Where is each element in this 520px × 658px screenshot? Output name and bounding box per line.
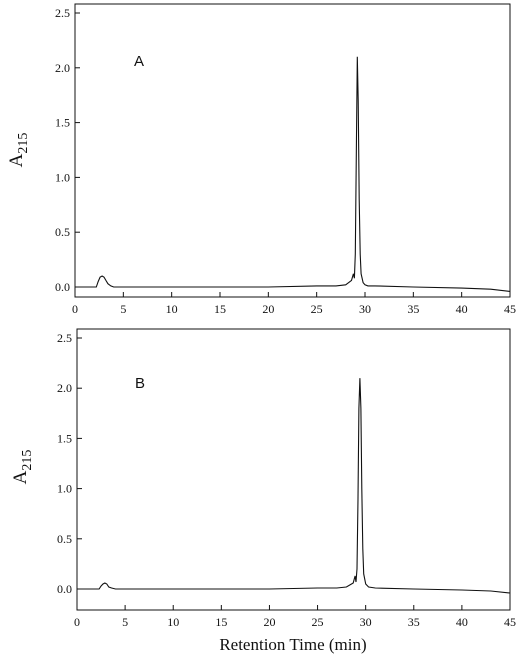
- x-tick-label: 35: [407, 302, 419, 316]
- x-tick-label: 10: [166, 302, 178, 316]
- x-tick-label: 15: [215, 615, 227, 629]
- panel-a-trace: [75, 56, 511, 292]
- svg-text:A215: A215: [10, 450, 35, 485]
- y-tick-label: 1.0: [55, 170, 70, 184]
- y-tick-label: 0.5: [55, 225, 70, 239]
- panel-a-ylabel-sub: 215: [16, 133, 31, 154]
- panel-a: 0.00.51.01.52.02.5 0 5 10 15 20 25 30 35 40 45 A …: [6, 3, 516, 316]
- svg-text:A215: A215: [6, 133, 31, 168]
- panel-b-y-ticks: 0.0 0.5 1.0 1.5 2.0 2.5: [57, 331, 82, 596]
- x-tick-label: 5: [122, 615, 128, 629]
- x-tick-label: 40: [456, 302, 468, 316]
- panel-a-y-axis-label: A215: [6, 133, 31, 168]
- x-tick-label: 0: [72, 302, 78, 316]
- x-tick-label: 20: [262, 302, 274, 316]
- y-tick-label: 1.0: [57, 482, 72, 496]
- y-tick-label: 2.0: [57, 381, 72, 395]
- x-tick-label: 0: [74, 615, 80, 629]
- x-tick-label: 30: [360, 615, 372, 629]
- panel-b-label: B: [135, 375, 145, 392]
- y-tick-label: 2.5: [57, 331, 72, 345]
- panel-b-trace: [77, 378, 511, 594]
- x-tick-label: 15: [214, 302, 226, 316]
- x-tick-label: 20: [263, 615, 275, 629]
- x-tick-label: 40: [456, 615, 468, 629]
- panel-b-frame: [76, 328, 511, 611]
- x-tick-label: 5: [120, 302, 126, 316]
- panel-a-y-ticks: 0.0 0.5 1.0 1.5 2.0 2.5: [55, 6, 80, 294]
- panel-a-frame: [74, 3, 511, 298]
- panel-b-ylabel-main: A: [10, 470, 31, 484]
- y-tick-label: 1.5: [57, 431, 72, 445]
- panel-a-ylabel-main: A: [6, 153, 27, 167]
- y-tick-label: 0.5: [57, 532, 72, 546]
- y-tick-label: 0.0: [57, 582, 72, 596]
- y-tick-label: 2.0: [55, 61, 70, 75]
- x-tick-label: 10: [167, 615, 179, 629]
- y-tick-label: 0.0: [55, 280, 70, 294]
- x-tick-label: 25: [312, 615, 324, 629]
- x-tick-label: 30: [359, 302, 371, 316]
- panel-b-ylabel-sub: 215: [20, 450, 35, 471]
- panel-b: 0.00.51.01.52.02.5 0 5 10 15 20 25 30 35 40 45 B …: [10, 328, 516, 654]
- x-axis-label: Retention Time (min): [219, 635, 366, 654]
- panel-a-x-ticks: 0 5 10 15 20 25 30 35 40 45: [72, 292, 516, 316]
- x-tick-label: 45: [504, 302, 516, 316]
- y-tick-label: 2.5: [55, 6, 70, 20]
- x-tick-label: 25: [311, 302, 323, 316]
- panel-b-x-ticks: 0 5 10 15 20 25 30 35 40 45: [74, 605, 516, 629]
- panel-b-y-axis-label: A215: [10, 450, 35, 485]
- y-tick-label: 1.5: [55, 116, 70, 130]
- x-tick-label: 45: [504, 615, 516, 629]
- x-tick-label: 35: [408, 615, 420, 629]
- panel-a-label: A: [134, 53, 144, 70]
